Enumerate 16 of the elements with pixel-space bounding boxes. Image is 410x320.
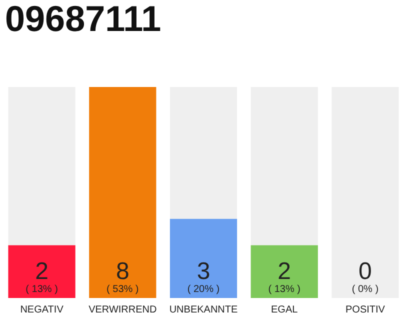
x-tick-label: UNBEKANNTE [169, 304, 238, 316]
x-tick-label: POSITIV [345, 304, 386, 316]
x-tick-label: VERWIRREND [88, 304, 157, 316]
x-tick-label: EGAL [271, 304, 298, 316]
annotation: ( 20% ) [187, 284, 220, 295]
data-label: 8 [116, 258, 130, 285]
annotation: ( 53% ) [106, 284, 139, 295]
annotation: ( 13% ) [26, 284, 58, 295]
x-tick-label: NEGATIV [20, 304, 64, 316]
annotation: ( 13% ) [268, 284, 300, 295]
data-label: 0 [358, 258, 372, 285]
data-label: 3 [196, 258, 210, 285]
annotation: ( 0% ) [352, 284, 379, 295]
data-label: 2 [278, 258, 292, 285]
data-label: 2 [35, 258, 48, 285]
chart-title: 09687111 [5, 0, 162, 39]
